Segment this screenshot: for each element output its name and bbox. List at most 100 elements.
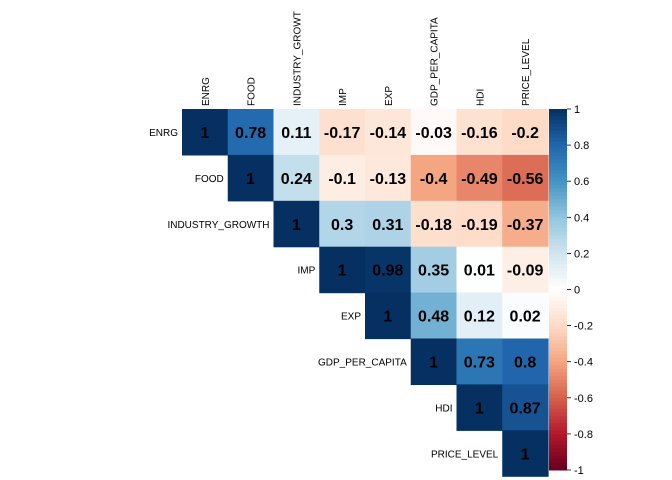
cell-value-label: -0.16 — [461, 125, 498, 142]
colorbar-tick-label: -0.6 — [574, 393, 593, 405]
row-label: IMP — [297, 266, 315, 277]
cell-value-label: 0.11 — [281, 125, 311, 142]
heatmap-cell — [319, 154, 366, 202]
cell-value-label: 0.12 — [464, 309, 495, 326]
column-label: FOOD — [247, 77, 258, 106]
row-label: EXP — [341, 312, 361, 323]
heatmap-cell — [410, 200, 458, 248]
column-label: HDI — [475, 89, 486, 106]
heatmap-cell — [319, 200, 366, 248]
heatmap-cell — [365, 200, 412, 248]
cell-value-label: 0.48 — [418, 309, 449, 326]
row-label: FOOD — [195, 174, 224, 185]
cell-value-label: 0.8 — [514, 354, 536, 371]
heatmap-cell — [319, 246, 366, 294]
cell-value-label: -0.49 — [461, 171, 498, 188]
colorbar-tick-label: -1 — [574, 465, 584, 477]
column-label: INDUSTRY_GROWT — [292, 11, 303, 106]
heatmap-cell — [502, 292, 549, 340]
heatmap-cell — [273, 200, 320, 248]
heatmap-cell — [502, 384, 549, 431]
heatmap-cell — [502, 109, 549, 156]
cell-value-label: 0.3 — [331, 217, 353, 234]
colorbar-tick-label: 0 — [574, 285, 580, 297]
cell-value-label: 0.35 — [418, 263, 449, 280]
cell-value-label: -0.2 — [511, 125, 539, 142]
cell-value-label: 0.98 — [372, 263, 403, 280]
colorbar: 1 0.8 0.6 0.4 0.2 0 -0.2 -0.4 -0.6 -0.8 -1 — [549, 104, 593, 477]
heatmap-cell — [456, 154, 503, 202]
cell-value-label: 1 — [200, 125, 209, 142]
cell-value-label: -0.17 — [324, 125, 361, 142]
heatmap-cell — [502, 246, 549, 294]
row-label: INDUSTRY_GROWTH — [167, 220, 269, 231]
cell-value-label: -0.03 — [415, 125, 452, 142]
column-label: PRICE_LEVEL — [521, 38, 532, 106]
heatmap-cell — [502, 338, 549, 385]
colorbar-tick-label: 1 — [574, 104, 580, 116]
colorbar-tick-label: 0.6 — [574, 176, 589, 188]
heatmap-cell — [365, 109, 412, 156]
cell-value-label: 1 — [475, 400, 484, 417]
column-labels: ENRG FOOD INDUSTRY_GROWT IMP EXP GDP_PER_CAPI… — [201, 11, 532, 106]
heatmap-cell — [365, 292, 412, 340]
heatmap-cell — [410, 292, 458, 340]
heatmap-cell — [182, 109, 229, 156]
cell-value-label: 0.01 — [464, 263, 495, 280]
heatmap-cell — [502, 154, 549, 202]
row-label: PRICE_LEVEL — [431, 449, 499, 460]
cell-value-label: 0.02 — [510, 309, 541, 326]
heatmap-cells: 1 0.78 0.11 -0.17 -0.14 -0.03 -0.16 -0.2 1 0.24 -0… — [182, 109, 549, 477]
heatmap-cell — [456, 384, 503, 431]
row-labels: ENRG FOOD INDUSTRY_GROWTH IMP EXP GDP_PER_CAP… — [149, 128, 499, 460]
column-label: EXP — [384, 86, 395, 106]
cell-value-label: 1 — [429, 354, 438, 371]
heatmap-cell — [456, 338, 503, 385]
cell-value-label: -0.14 — [370, 125, 407, 142]
heatmap-cell — [273, 109, 320, 156]
heatmap-cell — [456, 292, 503, 340]
colorbar-tick-label: 0.2 — [574, 248, 589, 260]
cell-value-label: 0.24 — [281, 171, 312, 188]
cell-value-label: -0.56 — [507, 171, 544, 188]
heatmap-cell — [456, 200, 503, 248]
colorbar-tick-label: -0.8 — [574, 429, 593, 441]
heatmap-cell — [456, 109, 503, 156]
cell-value-label: -0.13 — [370, 171, 407, 188]
cell-value-label: -0.1 — [328, 171, 356, 188]
heatmap-cell — [227, 109, 275, 156]
cell-value-label: -0.18 — [415, 217, 452, 234]
cell-value-label: 1 — [521, 446, 530, 463]
cell-value-label: -0.09 — [507, 263, 544, 280]
cell-value-label: 0.87 — [510, 400, 541, 417]
heatmap-cell — [410, 338, 458, 385]
heatmap-cell — [365, 246, 412, 294]
cell-value-label: -0.37 — [507, 217, 544, 234]
row-label: GDP_PER_CAPITA — [318, 357, 407, 368]
heatmap-cell — [410, 246, 458, 294]
colorbar-tick-label: 0.8 — [574, 140, 589, 152]
column-label: GDP_PER_CAPITA — [430, 17, 441, 106]
cell-value-label: 1 — [246, 171, 255, 188]
row-label: ENRG — [149, 128, 178, 139]
heatmap-cell — [410, 154, 458, 202]
heatmap-cell — [456, 246, 503, 294]
cell-value-label: 0.78 — [235, 125, 266, 142]
cell-value-label: 1 — [383, 309, 392, 326]
cell-value-label: 1 — [292, 217, 301, 234]
heatmap-cell — [227, 154, 275, 202]
heatmap-cell — [365, 154, 412, 202]
column-label: IMP — [338, 88, 349, 106]
heatmap-cell — [410, 109, 458, 156]
colorbar-gradient — [549, 109, 567, 471]
cell-value-label: 0.31 — [372, 217, 403, 234]
cell-value-label: 0.73 — [464, 354, 495, 371]
heatmap-cell — [502, 430, 549, 477]
cell-value-label: -0.19 — [461, 217, 498, 234]
heatmap-cell — [502, 200, 549, 248]
row-label: HDI — [435, 403, 452, 414]
colorbar-tick-label: -0.4 — [574, 357, 593, 369]
cell-value-label: 1 — [338, 263, 347, 280]
heatmap-cell — [319, 109, 366, 156]
